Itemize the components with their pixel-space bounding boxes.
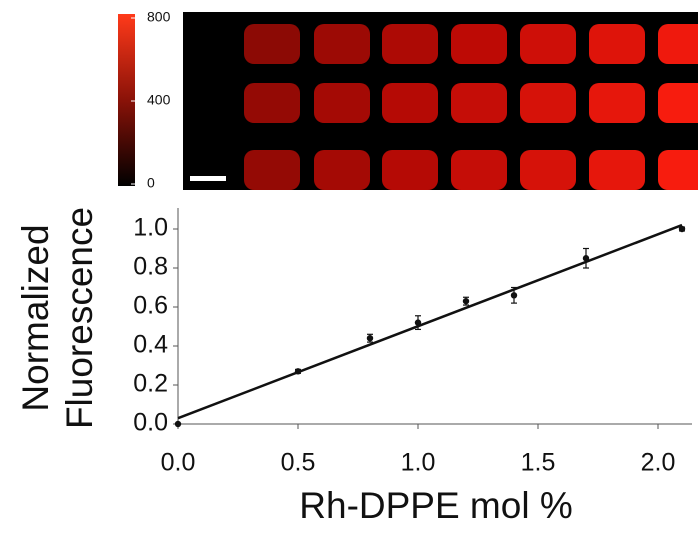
well (589, 24, 645, 64)
well (382, 24, 438, 64)
well (658, 150, 698, 190)
data-point (294, 368, 302, 375)
well (451, 150, 507, 190)
well (451, 83, 507, 123)
y-axis-label: Normalized (15, 224, 56, 411)
y-tick-label: 0.0 (133, 409, 168, 437)
data-point (462, 297, 470, 305)
data-point (366, 335, 374, 342)
well (314, 83, 370, 123)
well (589, 83, 645, 123)
well (589, 150, 645, 190)
well (314, 24, 370, 64)
well (520, 150, 576, 190)
scale-bar (190, 176, 226, 181)
x-tick-label: 1.0 (401, 449, 436, 477)
y-tick-label: 0.8 (133, 253, 168, 281)
well (382, 83, 438, 123)
y-tick-label: 1.0 (133, 214, 168, 242)
data-point (414, 319, 422, 326)
well (520, 83, 576, 123)
x-tick-label: 0.5 (281, 449, 316, 477)
colorbar-tick-label: 800 (147, 9, 171, 25)
data-point (582, 255, 590, 262)
data-point (678, 225, 686, 233)
well (244, 150, 300, 190)
well (520, 24, 576, 64)
colorbar-tick-label: 400 (147, 92, 171, 108)
y-tick-label: 0.6 (133, 292, 168, 320)
fit-line (177, 223, 683, 420)
x-tick-label: 2.0 (641, 449, 676, 477)
data-point (174, 420, 182, 428)
y-axis-label: Fluorescence (59, 207, 100, 429)
colorbar-tick-label: 0 (147, 175, 155, 191)
x-tick-label: 0.0 (161, 449, 196, 477)
y-tick-label: 0.2 (133, 370, 168, 398)
well (658, 24, 698, 64)
colorbar (118, 14, 135, 186)
x-axis-label: Rh-DPPE mol % (299, 485, 572, 526)
well (658, 83, 698, 123)
well (244, 83, 300, 123)
well (244, 24, 300, 64)
well (451, 24, 507, 64)
y-tick-label: 0.4 (133, 331, 168, 359)
x-tick-label: 1.5 (521, 449, 556, 477)
well (382, 150, 438, 190)
data-point (510, 292, 518, 299)
wells (244, 24, 698, 190)
well (314, 150, 370, 190)
